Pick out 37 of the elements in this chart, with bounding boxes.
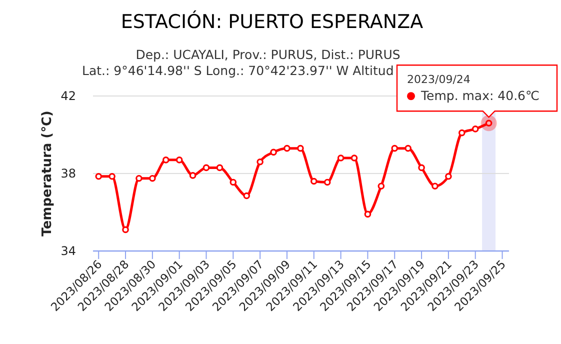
point <box>95 173 102 180</box>
point <box>310 178 318 185</box>
point <box>108 173 116 180</box>
point <box>284 144 290 152</box>
point <box>337 154 344 162</box>
point <box>378 182 385 190</box>
point <box>136 174 142 182</box>
point <box>404 144 412 152</box>
chart-subtitle: Dep.: UCAYALI, Prov.: PURUS, Dist.: PURUS Lat.: 9°46'14.98'' S Long.: 70°42'23.97'' W Altitud <box>82 47 400 78</box>
point <box>297 144 304 152</box>
point <box>162 156 170 164</box>
point <box>122 226 129 234</box>
annotation: Temp. max: 40.6℃ <box>420 88 540 104</box>
y-axis-title: Temperatura (℃) <box>40 110 55 236</box>
point <box>472 126 479 132</box>
point <box>189 172 196 179</box>
point <box>270 148 277 156</box>
y-tick-label: 34 <box>60 244 76 258</box>
point <box>364 210 372 218</box>
point <box>149 174 156 182</box>
point <box>324 178 331 186</box>
point <box>418 164 425 172</box>
y-tick-label: 38 <box>60 166 76 180</box>
point <box>230 178 237 186</box>
chart-title: ESTACIÓN: PUERTO ESPERANZA <box>120 10 424 33</box>
point <box>216 164 224 172</box>
point <box>391 144 398 152</box>
point <box>445 173 452 180</box>
point <box>350 154 358 162</box>
point <box>243 192 250 200</box>
point <box>256 158 264 166</box>
y-tick-label: 42 <box>60 89 76 103</box>
point <box>458 129 466 136</box>
point <box>202 164 210 172</box>
text: 2023/09/24 <box>407 73 470 86</box>
point <box>176 156 183 164</box>
point <box>432 182 438 190</box>
